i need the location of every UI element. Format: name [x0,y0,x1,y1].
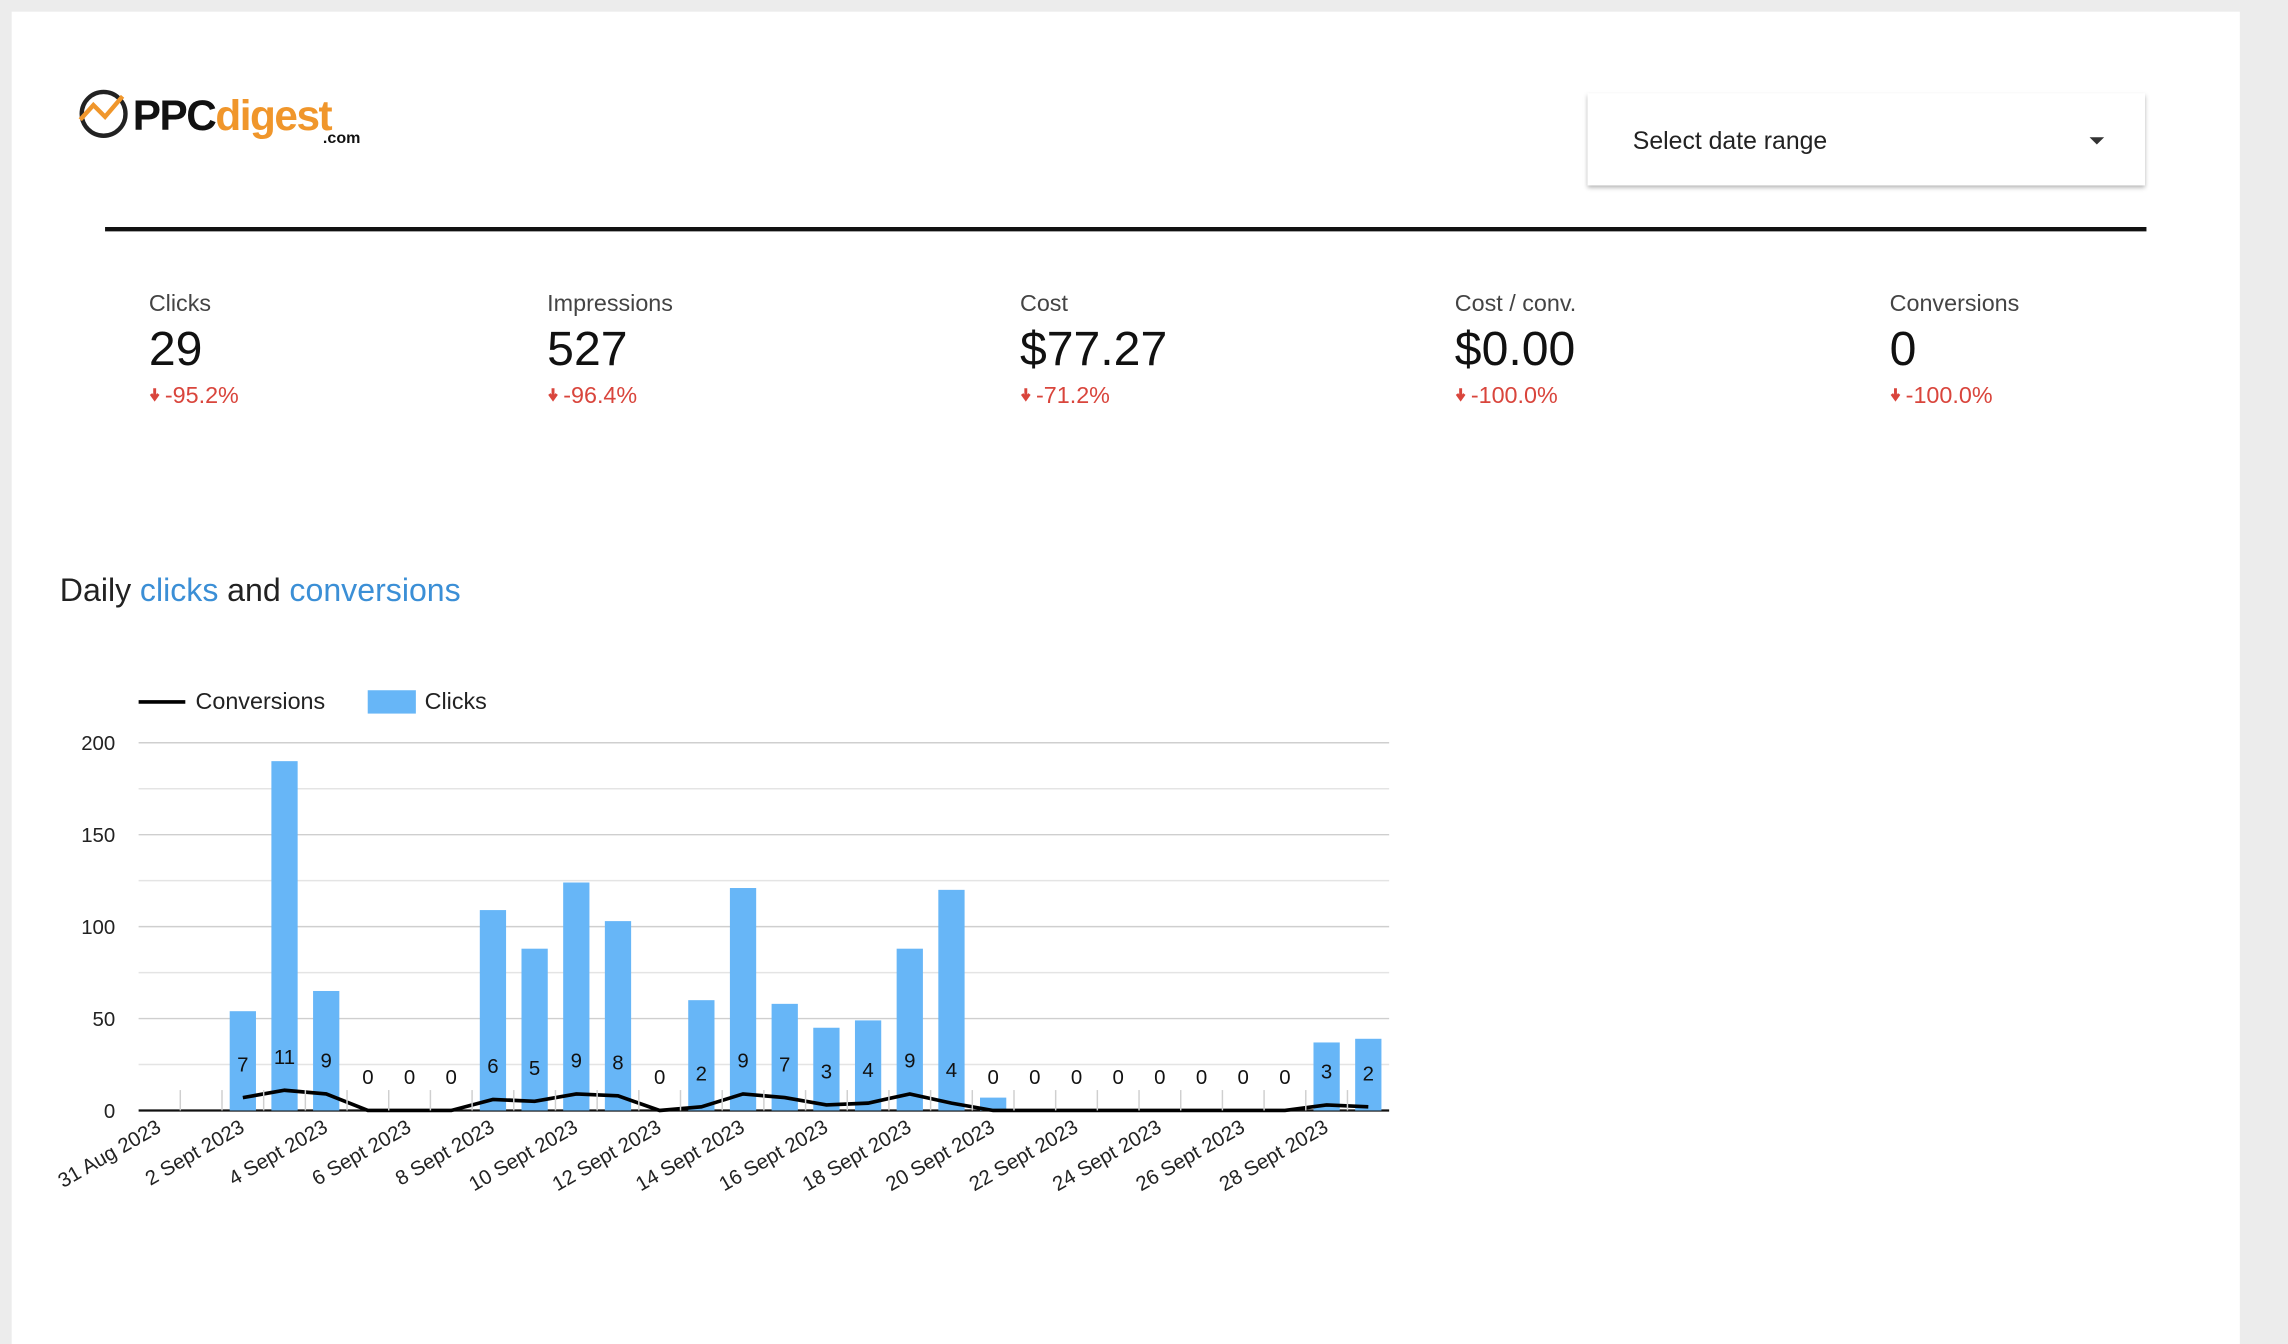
bar [271,761,298,1111]
kpi-value: 0 [1890,322,1917,376]
report-card [11,11,2240,1344]
data-label: 11 [274,1047,295,1069]
data-label: 6 [487,1056,498,1078]
kpi-down-arrow [1020,388,1031,402]
bar [729,888,757,1111]
kpi-change: -100.0% [1471,382,1558,408]
kpi-label: Impressions [547,290,673,316]
title-part: Daily [60,572,131,608]
bar [479,910,507,1111]
y-tick-label: 0 [104,1101,115,1123]
select-box[interactable] [1587,93,2145,186]
bar [688,1000,715,1111]
bar [229,1011,256,1111]
data-label: 0 [1113,1067,1124,1089]
logo-text: PPCdigest [133,92,333,139]
kpi-row: Clicks 29 -95.2% Impressions 527 -96.4% Cost $7… [149,290,2019,408]
title-part: and [227,572,281,608]
data-label: 0 [987,1067,998,1089]
logo-brand-2: digest [215,92,332,139]
data-label: 9 [904,1051,915,1073]
kpi-change: -95.2% [165,382,239,408]
bar [854,1020,882,1111]
kpi-change: -100.0% [1906,382,1993,408]
data-label: 0 [1279,1067,1290,1089]
data-label: 0 [1029,1067,1040,1089]
bar [896,948,923,1111]
kpi-label: Cost [1020,290,1068,316]
data-label: 0 [1196,1067,1207,1089]
data-label: 3 [1321,1062,1332,1084]
y-tick-label: 50 [93,1009,116,1031]
kpi-change: -71.2% [1036,382,1110,408]
logo-brand-1: PPC [133,92,217,139]
data-label: 3 [821,1062,832,1084]
data-label: 9 [571,1051,582,1073]
y-tick-label: 150 [81,825,115,847]
bar [1313,1042,1340,1111]
data-label: 2 [696,1064,707,1086]
bar [1355,1038,1382,1111]
kpi-down-arrow [1890,388,1901,402]
bar [604,921,632,1111]
chart-title: Daily clicks and conversions [60,572,461,608]
data-label: 0 [654,1067,665,1089]
data-label: 9 [737,1051,748,1073]
kpi-down-arrow [149,388,160,402]
kpi-value: 29 [149,322,203,376]
bar [938,889,965,1111]
kpi-label: Clicks [149,290,211,316]
dropdown-arrow[interactable] [2089,137,2105,145]
kpi-down-arrow [1455,388,1466,402]
kpi-value: $0.00 [1455,322,1575,376]
y-tick-label: 100 [81,917,115,939]
legend-swatch [367,690,416,714]
data-label: 4 [946,1060,957,1082]
data-label: 2 [1363,1064,1374,1086]
date-range-select[interactable]: Select date range [1587,93,2145,186]
title-part: clicks [140,572,218,608]
bar [813,1027,840,1111]
data-label: 9 [321,1051,332,1073]
legend-label: Conversions [196,688,326,714]
logo-icon-arrow [78,94,125,122]
data-label: 0 [1071,1067,1082,1089]
bar [521,948,548,1111]
bar [771,1003,798,1111]
data-label: 4 [862,1060,873,1082]
select-label[interactable]: Select date range [1633,128,1827,155]
data-label: 8 [612,1053,623,1075]
data-label: 0 [446,1067,457,1089]
logo-suffix: .com [323,129,360,147]
data-label: 7 [779,1054,790,1076]
data-label: 0 [404,1067,415,1089]
logo-icon [79,89,128,138]
kpi-value: $77.27 [1020,322,1167,376]
kpi-label: Conversions [1890,290,2020,316]
bar [980,1097,1007,1111]
data-label: 0 [1154,1067,1165,1089]
data-label: 0 [1238,1067,1249,1089]
bar [563,882,590,1111]
kpi-label: Cost / conv. [1455,290,1576,316]
legend-label: Clicks [425,688,487,714]
data-label: 0 [362,1067,373,1089]
kpi-change: -96.4% [563,382,637,408]
data-label: 7 [237,1054,248,1076]
kpi-value: 527 [547,322,627,376]
data-label: 5 [529,1058,540,1080]
logo: PPCdigest .com [78,89,360,147]
title-part: conversions [289,572,460,608]
bar [313,990,340,1111]
y-tick-label: 200 [81,733,115,755]
kpi-down-arrow [548,388,558,402]
